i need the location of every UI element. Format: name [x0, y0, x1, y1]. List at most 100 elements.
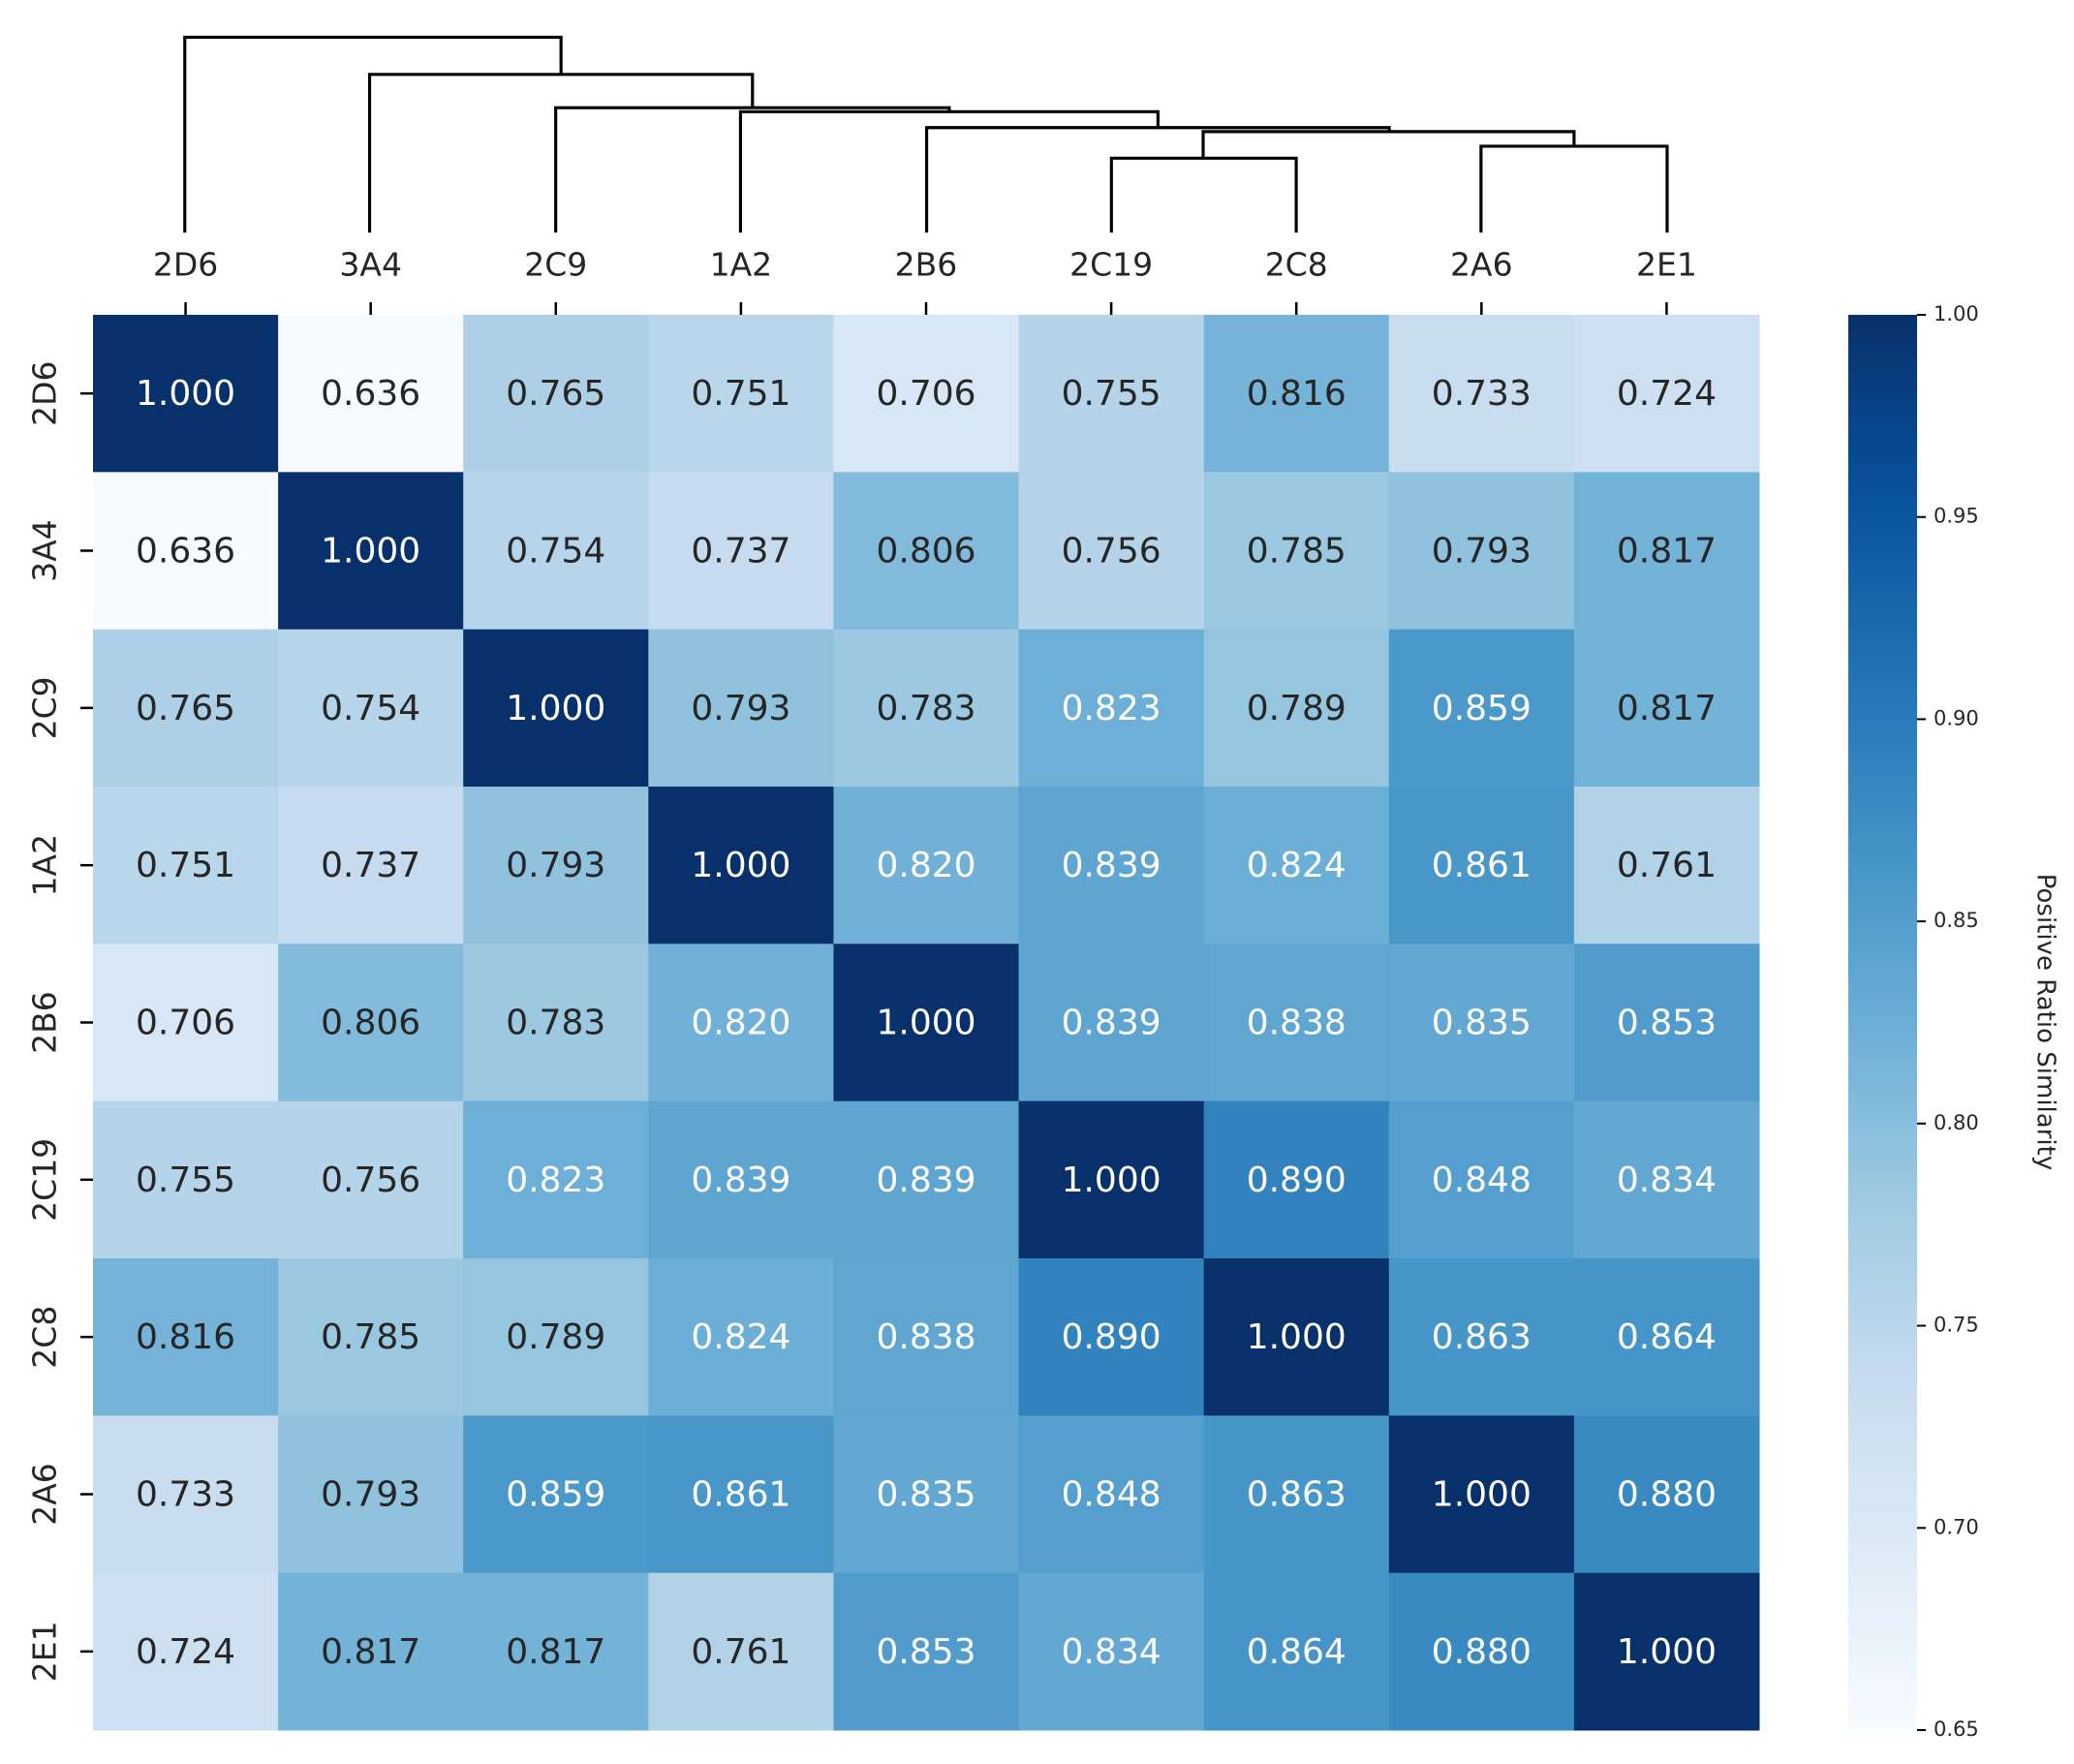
cell-label: 0.823 — [506, 1161, 605, 1200]
y-tick-label: 2C19 — [26, 1138, 64, 1222]
heatmap-cell — [1018, 1100, 1205, 1259]
colorbar-tick-label: 0.80 — [1934, 1111, 1979, 1134]
heatmap-cell — [1203, 315, 1390, 473]
heatmap-cell — [1388, 944, 1575, 1102]
cell-label: 0.861 — [691, 1475, 790, 1515]
cell-label: 0.636 — [136, 532, 235, 572]
x-tick-label: 2C19 — [1069, 246, 1153, 284]
heatmap-cell — [1203, 472, 1390, 631]
heatmap-cell — [278, 1258, 464, 1416]
cell-label: 0.765 — [136, 689, 235, 728]
x-tick-label: 2A6 — [1450, 246, 1513, 284]
cell-label: 0.737 — [691, 532, 790, 572]
cell-label: 0.793 — [691, 689, 790, 728]
heatmap-cell — [1018, 472, 1205, 631]
heatmap-cell — [93, 1100, 279, 1259]
heatmap-cell — [278, 1100, 464, 1259]
heatmap-cell — [1203, 1415, 1390, 1574]
dendrogram-link — [924, 126, 1391, 233]
cell-label: 0.823 — [1062, 689, 1161, 728]
cell-label: 0.834 — [1617, 1161, 1717, 1200]
y-tick-label: 2B6 — [26, 991, 64, 1054]
cell-label: 1.000 — [1062, 1161, 1161, 1200]
cell-label: 0.835 — [876, 1475, 975, 1515]
cell-label: 1.000 — [136, 374, 235, 414]
cell-label: 0.817 — [506, 1632, 605, 1672]
cell-label: 0.839 — [691, 1161, 790, 1200]
cell-label: 0.834 — [1062, 1632, 1161, 1672]
heatmap-cell — [278, 944, 464, 1102]
cell-label: 0.848 — [1062, 1475, 1161, 1515]
cell-label: 0.859 — [506, 1475, 605, 1515]
colorbar-tick-label: 0.75 — [1934, 1314, 1979, 1337]
heatmap-cell — [278, 1572, 464, 1731]
heatmap-cell — [1018, 944, 1205, 1102]
cell-label: 0.789 — [1247, 689, 1347, 728]
cell-label: 0.848 — [1432, 1161, 1532, 1200]
heatmap-cell — [648, 1572, 834, 1731]
heatmap-cell — [1573, 472, 1760, 631]
x-tick-label: 2E1 — [1636, 246, 1697, 284]
cell-label: 1.000 — [1617, 1632, 1717, 1672]
heatmap-cell — [1018, 629, 1205, 788]
cell-label: 0.890 — [1062, 1317, 1161, 1357]
heatmap-cell — [93, 472, 279, 631]
cell-label: 0.751 — [136, 846, 235, 885]
cell-label: 0.793 — [321, 1475, 420, 1515]
heatmap-cell — [1203, 787, 1390, 944]
cell-label: 0.820 — [691, 1004, 790, 1043]
cell-label: 1.000 — [691, 846, 790, 885]
cell-label: 0.880 — [1432, 1632, 1532, 1672]
cell-label: 1.000 — [1247, 1317, 1347, 1357]
cell-label: 0.724 — [136, 1632, 235, 1672]
y-tick-label: 2E1 — [26, 1621, 64, 1682]
colorbar-tick-label: 0.85 — [1934, 909, 1979, 932]
heatmap-cell — [1388, 315, 1575, 473]
heatmap-cell — [463, 315, 649, 473]
heatmap-cell — [278, 315, 464, 473]
cell-label: 0.824 — [1247, 846, 1347, 885]
heatmap-cell — [1203, 944, 1390, 1102]
heatmap-cell — [1573, 629, 1760, 788]
colorbar-tick-label: 0.70 — [1934, 1515, 1979, 1538]
cell-label: 0.839 — [1062, 1004, 1161, 1043]
cell-label: 0.755 — [136, 1161, 235, 1200]
cell-label: 0.853 — [876, 1632, 975, 1672]
cell-label: 0.838 — [876, 1317, 975, 1357]
heatmap-cell — [648, 944, 834, 1102]
heatmap-cell — [1388, 787, 1575, 944]
cell-label: 0.636 — [321, 374, 420, 414]
heatmap-cell — [648, 1258, 834, 1416]
heatmap-cell — [1573, 787, 1760, 944]
y-tick-label: 2C9 — [26, 676, 64, 739]
cell-label: 0.756 — [1062, 532, 1161, 572]
heatmap-cell — [833, 1258, 1020, 1416]
heatmap-cell — [648, 472, 834, 631]
heatmap-cell — [463, 1572, 649, 1731]
cell-label: 1.000 — [321, 532, 420, 572]
dendrogram-link — [1109, 156, 1298, 233]
colorbar-tick-label: 0.90 — [1934, 706, 1979, 729]
x-tick-label: 2C8 — [1265, 246, 1328, 284]
heatmap-cell — [833, 629, 1020, 788]
heatmap-cell — [1018, 787, 1205, 944]
heatmap-cell — [833, 1100, 1020, 1259]
heatmap-cell — [1388, 1100, 1575, 1259]
cell-label: 0.706 — [136, 1004, 235, 1043]
y-tick-label: 2A6 — [26, 1463, 64, 1526]
cell-label: 0.859 — [1432, 689, 1532, 728]
heatmap-cell — [1203, 629, 1390, 788]
heatmap-cell — [1388, 1415, 1575, 1574]
y-tick-label: 2C8 — [26, 1306, 64, 1369]
x-tick-label: 2B6 — [895, 246, 958, 284]
heatmap-cell — [1018, 315, 1205, 473]
cell-label: 1.000 — [1432, 1475, 1532, 1515]
cell-label: 0.863 — [1432, 1317, 1532, 1357]
heatmap-cell — [1018, 1415, 1205, 1574]
cell-label: 0.756 — [321, 1161, 420, 1200]
cell-label: 0.733 — [1432, 374, 1532, 414]
cell-label: 0.890 — [1247, 1161, 1347, 1200]
cell-label: 0.880 — [1617, 1475, 1717, 1515]
colorbar-tick-label: 0.95 — [1934, 505, 1979, 528]
